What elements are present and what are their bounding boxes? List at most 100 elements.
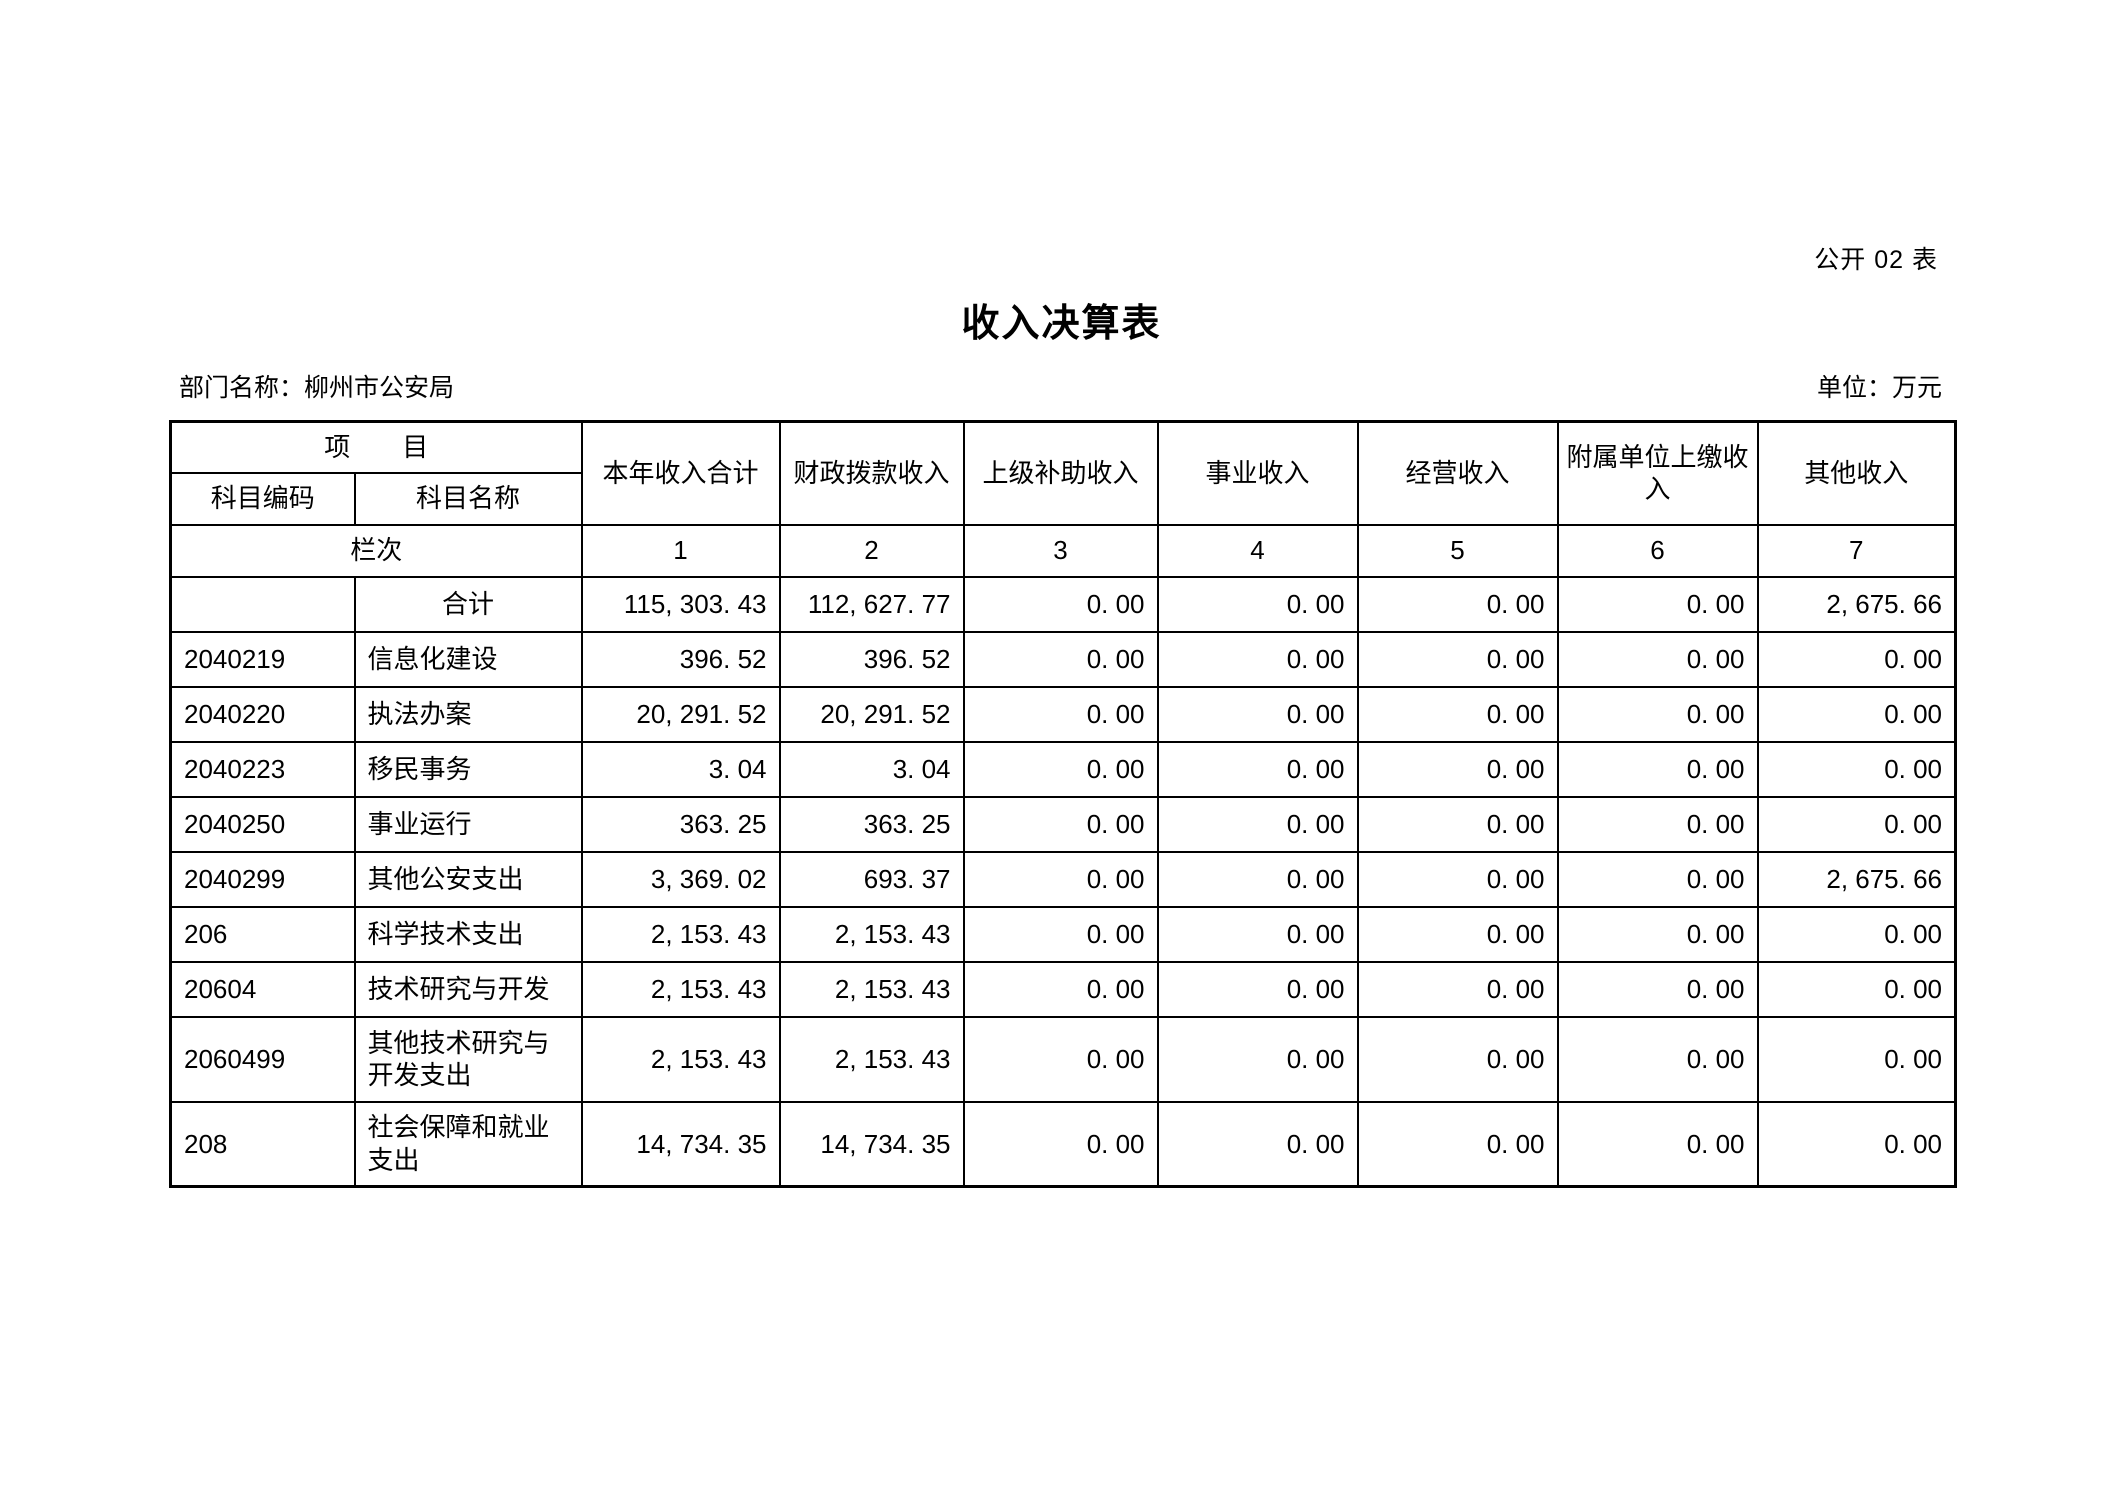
cell-value: 0. 00 [1156,1100,1359,1188]
cell-value: 0. 00 [1356,905,1559,963]
table-row: 20604 技术研究与开发 2, 153. 43 2, 153. 43 0. 0… [169,960,1957,1018]
cell-value: 0. 00 [962,1015,1159,1103]
cell-name: 事业运行 [353,795,583,853]
cell-value: 2, 675. 66 [1756,850,1957,908]
cell-value: 0. 00 [1356,575,1559,633]
cell-code: 208 [169,1100,356,1188]
cell-value: 2, 153. 43 [778,960,965,1018]
cell-value: 0. 00 [1556,630,1759,688]
cell-value: 0. 00 [1356,1015,1559,1103]
cell-value: 0. 00 [1756,740,1957,798]
cell-value: 0. 00 [962,740,1159,798]
header-row-2: 科目编码 科目名称 [169,471,1956,526]
unit-label: 单位：万元 [1816,374,1942,402]
cell-value: 0. 00 [1356,795,1559,853]
cell-value: 3. 04 [580,740,781,798]
subject-name-header: 科目名称 [353,471,583,526]
column-index-label: 栏次 [169,523,583,578]
table-row: 208 社会保障和就业支出 14, 734. 35 14, 734. 35 0.… [169,1100,1957,1188]
cell-value: 2, 153. 43 [778,905,965,963]
subject-code-header: 科目编码 [169,471,356,526]
cell-value: 0. 00 [1156,1015,1359,1103]
cell-value: 0. 00 [1556,960,1759,1018]
cell-value: 0. 00 [1756,795,1957,853]
item-group-header: 项 目 [169,420,583,474]
cell-value: 14, 734. 35 [778,1100,965,1188]
table-row: 2040299 其他公安支出 3, 369. 02 693. 37 0. 00 … [169,850,1957,908]
cell-value: 2, 153. 43 [580,1015,781,1103]
cell-name: 技术研究与开发 [353,960,583,1018]
cell-code: 2040219 [169,630,356,688]
column-header-fiscal: 财政拨款收入 [778,420,965,526]
cell-value: 0. 00 [962,960,1159,1018]
cell-value: 0. 00 [1156,685,1359,743]
cell-code [169,575,356,633]
column-header-affiliated: 附属单位上缴收入 [1556,420,1759,526]
cell-value: 0. 00 [1156,905,1359,963]
cell-value: 693. 37 [778,850,965,908]
cell-name: 其他技术研究与开发支出 [353,1015,583,1103]
cell-value: 112, 627. 77 [778,575,965,633]
cell-value: 0. 00 [1556,1100,1759,1188]
cell-value: 0. 00 [1556,685,1759,743]
column-index-6: 6 [1556,523,1759,578]
cell-value: 0. 00 [1556,575,1759,633]
cell-code: 206 [169,905,356,963]
cell-value: 0. 00 [1556,795,1759,853]
cell-value: 115, 303. 43 [580,575,781,633]
cell-value: 0. 00 [962,905,1159,963]
table-row: 2060499 其他技术研究与开发支出 2, 153. 43 2, 153. 4… [169,1015,1957,1103]
cell-value: 0. 00 [1756,630,1957,688]
cell-value: 20, 291. 52 [580,685,781,743]
cell-name: 执法办案 [353,685,583,743]
cell-code: 2040299 [169,850,356,908]
cell-code: 2040223 [169,740,356,798]
meta-row: 部门名称：柳州市公安局 单位：万元 [169,368,1954,404]
table-row-total: 合计 115, 303. 43 112, 627. 77 0. 00 0. 00… [169,575,1957,633]
cell-code: 2040250 [169,795,356,853]
cell-value: 0. 00 [962,685,1159,743]
column-header-business: 事业收入 [1156,420,1359,526]
cell-value: 0. 00 [1556,740,1759,798]
form-number-label: 公开 02 表 [1814,246,1938,274]
cell-value: 0. 00 [1156,740,1359,798]
cell-value: 2, 153. 43 [580,905,781,963]
cell-value: 0. 00 [962,575,1159,633]
cell-value: 0. 00 [1156,575,1359,633]
column-index-7: 7 [1756,523,1957,578]
cell-value: 14, 734. 35 [580,1100,781,1188]
cell-value: 0. 00 [1156,630,1359,688]
cell-value: 396. 52 [580,630,781,688]
cell-value: 0. 00 [1156,795,1359,853]
column-index-5: 5 [1356,523,1559,578]
column-header-other: 其他收入 [1756,420,1957,526]
header-row-1: 项 目 本年收入合计 财政拨款收入 上级补助收入 事业收入 经营收入 附属单位上… [169,420,1957,526]
cell-name: 移民事务 [353,740,583,798]
cell-value: 2, 153. 43 [580,960,781,1018]
cell-value: 0. 00 [1756,1100,1957,1188]
cell-name: 合计 [353,575,583,633]
column-header-total: 本年收入合计 [580,420,781,526]
column-index-row: 栏次 1 2 3 4 5 6 7 [169,523,1957,578]
cell-name: 科学技术支出 [353,905,583,963]
cell-value: 0. 00 [1356,850,1559,908]
column-index-3: 3 [962,523,1159,578]
table-row: 206 科学技术支出 2, 153. 43 2, 153. 43 0. 00 0… [169,905,1957,963]
table-row: 2040220 执法办案 20, 291. 52 20, 291. 52 0. … [169,685,1957,743]
cell-value: 0. 00 [962,1100,1159,1188]
cell-code: 2040220 [169,685,356,743]
cell-value: 2, 675. 66 [1756,575,1957,633]
column-header-superior-subsidy: 上级补助收入 [962,420,1159,526]
cell-value: 0. 00 [1556,905,1759,963]
cell-name: 其他公安支出 [353,850,583,908]
table-row: 2040223 移民事务 3. 04 3. 04 0. 00 0. 00 0. … [169,740,1957,798]
page-title: 收入决算表 [961,303,1162,345]
cell-value: 0. 00 [1156,960,1359,1018]
cell-value: 0. 00 [1556,850,1759,908]
cell-value: 20, 291. 52 [778,685,965,743]
department-name-label: 部门名称：柳州市公安局 [179,374,455,402]
revenue-table: 项 目 本年收入合计 财政拨款收入 上级补助收入 事业收入 经营收入 附属单位上… [169,420,1958,1188]
cell-value: 0. 00 [1356,960,1559,1018]
cell-value: 0. 00 [1556,1015,1759,1103]
cell-value: 363. 25 [580,795,781,853]
